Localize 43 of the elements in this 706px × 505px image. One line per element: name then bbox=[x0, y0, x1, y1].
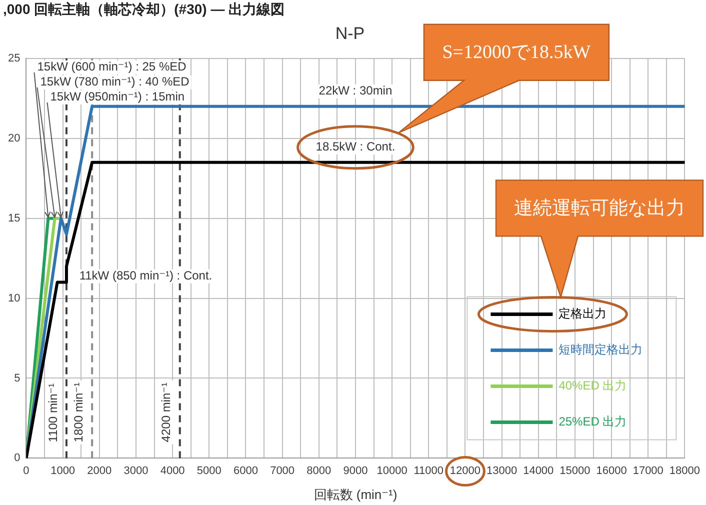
x-tick-label: 4000 bbox=[160, 464, 185, 477]
x-tick-label: 17000 bbox=[632, 464, 664, 477]
y-tick-label: 15 bbox=[8, 212, 20, 224]
y-tick-label: 5 bbox=[14, 372, 20, 384]
x-tick-label: 15000 bbox=[560, 464, 590, 477]
x-tick-label: 14000 bbox=[523, 464, 554, 477]
y-tick-label: 25 bbox=[8, 52, 20, 64]
x-tick-label: 5000 bbox=[196, 464, 222, 477]
annotation: S=12000で18.5kW bbox=[442, 41, 591, 66]
x-tick-label: 7000 bbox=[270, 464, 295, 477]
annotation: 連続運転可能な出力 bbox=[514, 197, 685, 222]
ref-line-label: 1800 min⁻¹ bbox=[71, 382, 86, 442]
x-tick-label: 6000 bbox=[233, 464, 258, 477]
x-tick-label: 9000 bbox=[343, 464, 368, 477]
annotation: 11kW (850 min⁻¹) : Cont. bbox=[79, 268, 212, 283]
y-tick-label: 20 bbox=[8, 132, 20, 144]
annotation: 15kW (780 min⁻¹) : 40 %ED bbox=[40, 74, 190, 89]
annotation: 22kW : 30min bbox=[318, 84, 392, 98]
x-tick-label: 13000 bbox=[486, 464, 518, 477]
x-axis-title: 回転数 (min⁻¹) bbox=[314, 486, 398, 502]
text: 25%ED 出力 bbox=[558, 414, 627, 429]
x-tick-label: 10000 bbox=[376, 464, 408, 477]
x-tick-label: 2000 bbox=[87, 464, 112, 477]
y-tick-label: 0 bbox=[14, 452, 20, 464]
x-tick-label: 12000 bbox=[450, 464, 481, 477]
annotation: 15kW (600 min⁻¹) : 25 %ED bbox=[37, 60, 187, 74]
text: 40%ED 出力 bbox=[558, 378, 627, 393]
ref-line-label: 4200 min⁻¹ bbox=[159, 382, 174, 442]
x-tick-label: 11000 bbox=[414, 464, 444, 477]
x-tick-label: 3000 bbox=[124, 464, 148, 477]
x-tick-label: 0 bbox=[23, 464, 30, 477]
x-tick-label: 8000 bbox=[306, 464, 332, 477]
x-tick-label: 1000 bbox=[50, 464, 76, 477]
x-tick-label: 16000 bbox=[596, 464, 627, 477]
annotation: 15kW (950min⁻¹) : 15min bbox=[50, 90, 185, 104]
y-tick-label: 10 bbox=[8, 292, 20, 304]
text: 短時間定格出力 bbox=[558, 342, 643, 357]
x-tick-label: 18000 bbox=[669, 464, 700, 477]
chart-title: ,000 回転主軸（軸芯冷却）(#30) — 出力線図 bbox=[3, 1, 285, 19]
annotation: 18.5kW : Cont. bbox=[316, 140, 396, 154]
chart-subtitle: N-P bbox=[335, 24, 365, 43]
ref-line-label: 1100 min⁻¹ bbox=[46, 383, 60, 442]
text: 定格出力 bbox=[558, 306, 607, 321]
